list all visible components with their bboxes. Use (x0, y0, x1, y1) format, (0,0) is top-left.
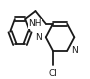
Text: NH: NH (28, 19, 42, 28)
Text: Cl: Cl (49, 69, 57, 78)
Text: N: N (35, 33, 42, 42)
Text: N: N (71, 46, 78, 55)
